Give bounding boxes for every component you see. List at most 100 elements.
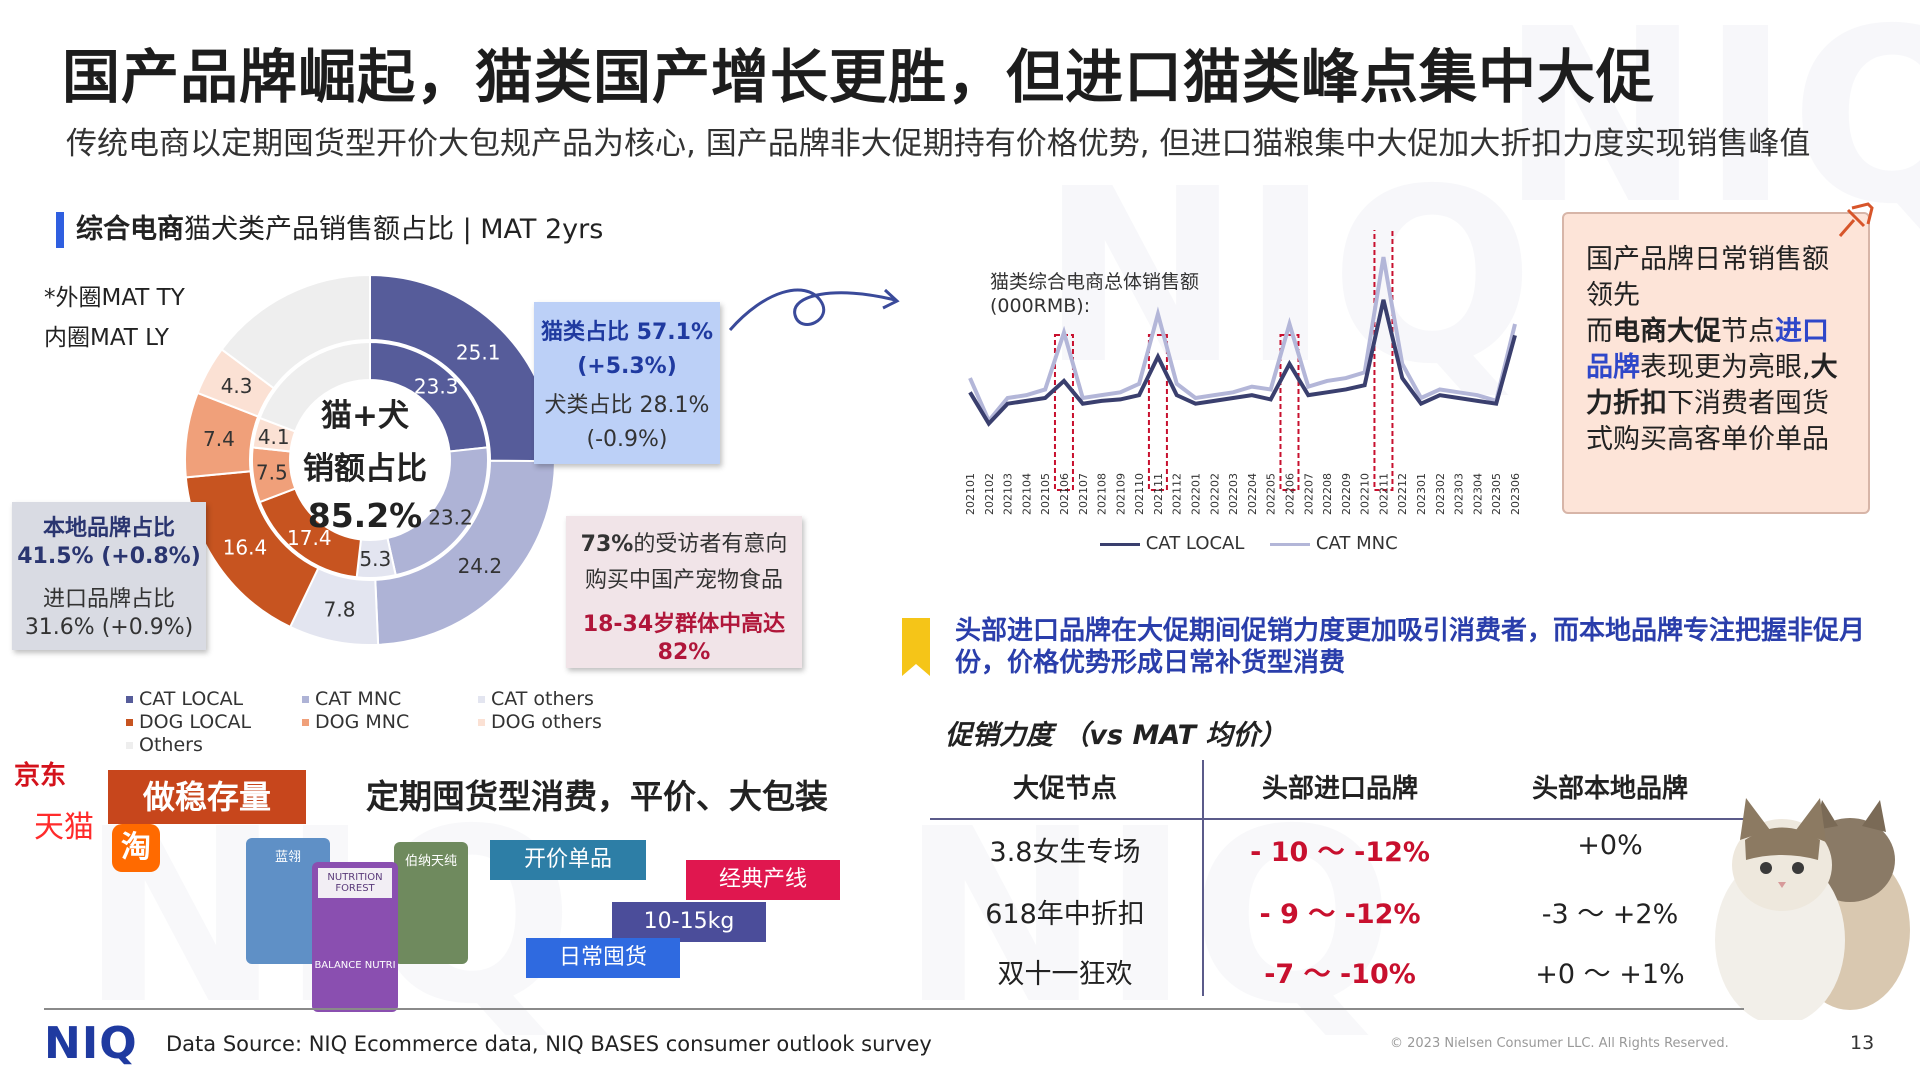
cat-share-l2: (+5.3%): [577, 354, 677, 379]
survey-l1-bold: 73%: [580, 532, 634, 557]
survey-l4: 82%: [657, 640, 711, 665]
legend-line-cat-local-swatch: [1100, 542, 1140, 546]
donut-chart: 25.1 24.2 7.8 16.4 7.4 4.3 23.3 23.2 5.3 17.4 7.5 4…: [184, 273, 557, 646]
x-tick-202109: 202109: [1114, 473, 1127, 515]
donut-outer-label-2: 7.8: [324, 597, 356, 621]
x-tick-202104: 202104: [1020, 473, 1033, 515]
x-tick-202110: 202110: [1133, 473, 1146, 515]
survey-l1-rest: 的受访者有意向: [633, 532, 788, 557]
section-title-rest: 猫犬类产品销售额占比 | MAT 2yrs: [184, 214, 604, 245]
x-tick-202208: 202208: [1321, 473, 1334, 515]
x-tick-202203: 202203: [1227, 473, 1240, 515]
note-outer: *外圈MAT TY: [44, 285, 185, 311]
legend-dog-local: DOG LOCAL: [126, 711, 251, 733]
donut-center-l1: 猫+犬: [321, 398, 409, 434]
x-tick-202305: 202305: [1490, 473, 1503, 515]
product-bag-2-label: NUTRITION FOREST: [318, 868, 392, 898]
table-row-3-local: +0 ～ +1%: [1535, 959, 1685, 990]
donut-outer-ring: [184, 273, 557, 646]
x-tick-202302: 202302: [1434, 473, 1447, 515]
donut-inner-label-4: 7.5: [256, 461, 288, 485]
table-row-1-node: 3.8女生专场: [989, 837, 1141, 868]
cat-share-l1: 猫类占比 57.1%: [541, 320, 713, 345]
donut-inner-label-0: 23.3: [414, 374, 459, 398]
donut-section-title: 综合电商猫犬类产品销售额占比 | MAT 2yrs: [56, 212, 603, 248]
table-row-3-node: 双十一狂欢: [997, 959, 1133, 990]
table-row-2-node: 618年中折扣: [985, 899, 1145, 930]
table-header-local: 头部本地品牌: [1531, 774, 1688, 804]
donut-outer-label-1: 24.2: [458, 554, 503, 578]
jd-logo: 京东: [14, 761, 67, 791]
x-tick-202303: 202303: [1453, 473, 1466, 515]
x-tick-202205: 202205: [1265, 473, 1278, 515]
kittens-photo: [1715, 798, 1910, 1020]
x-tick-202206: 202206: [1283, 473, 1296, 515]
legend-cat-others: CAT others: [478, 688, 594, 710]
table-row-1-import: - 10 ～ -12%: [1250, 837, 1430, 868]
bookmark-icon: [902, 618, 930, 676]
copyright: © 2023 Nielsen Consumer LLC. All Rights …: [1390, 1036, 1729, 1051]
bottom-title: 定期囤货型消费，平价、大包装: [366, 777, 828, 816]
donut-outer-label-4: 7.4: [203, 427, 235, 451]
line-series: [968, 256, 1517, 427]
pin-icon: [1838, 202, 1874, 237]
table-col-rule-1: [1202, 760, 1204, 996]
promo-headline: 头部进口品牌在大促期间促销力度更加吸引消费者，而本地品牌专注把握非促月份，价格优…: [955, 616, 1866, 678]
tag-entry-item: 开价单品: [490, 840, 646, 880]
legend-dog-mnc: DOG MNC: [302, 711, 409, 733]
line-cat-local: [968, 299, 1517, 427]
brand-share-l3: 进口品牌占比: [42, 587, 175, 612]
x-tick-202207: 202207: [1302, 473, 1315, 515]
line-chart: 202101 202102 202103 202104 202105 202106 2021…: [964, 230, 1522, 515]
product-bag-3: 伯纳天纯: [394, 842, 468, 964]
peak-highlights: [1053, 230, 1394, 491]
brand-share-box: 本地品牌占比 41.5% (+0.8%) 进口品牌占比 31.6% (+0.9%…: [12, 502, 206, 650]
x-tick-202101: 202101: [964, 473, 977, 515]
brand-share-l2: 41.5% (+0.8%): [17, 544, 201, 569]
tag-main: 做稳存量: [108, 770, 306, 824]
line-legend: CAT LOCAL CAT MNC: [1100, 533, 1398, 554]
line-chart-title: 猫类综合电商总体销售额 (000RMB):: [990, 270, 1199, 318]
donut-center: 猫+犬 销额占比 85.2%: [290, 390, 440, 535]
legend-cat-mnc: CAT MNC: [302, 688, 401, 710]
note-inner: 内圈MAT LY: [44, 325, 169, 351]
x-tick-202201: 202201: [1190, 473, 1203, 515]
donut-inner-label-1: 23.2: [428, 506, 473, 530]
survey-l2: 购买中国产宠物食品: [584, 568, 783, 593]
x-tick-202306: 202306: [1509, 473, 1522, 515]
x-tick-202108: 202108: [1096, 473, 1109, 515]
line-cat-mnc: [968, 256, 1517, 425]
page-title: 国产品牌崛起，猫类国产增长更胜，但进口猫类峰点集中大促: [62, 43, 1656, 111]
donut-outer-slice-cat-mnc: [374, 459, 557, 646]
x-tick-202106: 202106: [1058, 473, 1071, 515]
donut-outer-label-0: 25.1: [456, 341, 501, 365]
x-tick-202211: 202211: [1377, 473, 1390, 515]
x-tick-202111: 202111: [1152, 473, 1165, 515]
peach-l2c: 节点: [1721, 316, 1775, 347]
tag-classic-line: 经典产线: [686, 860, 840, 900]
brand-share-l1: 本地品牌占比: [42, 516, 175, 541]
table-header-import: 头部进口品牌: [1261, 774, 1418, 804]
peak-highlight-202111: [1147, 334, 1168, 491]
x-tick-202102: 202102: [983, 473, 996, 515]
survey-l3: 18-34岁群体中高达: [582, 612, 786, 637]
product-bag-2: NUTRITION FOREST BALANCE NUTRI: [312, 862, 398, 1012]
peach-l3a: 大力折扣: [1586, 352, 1838, 419]
curly-arrow-icon: [728, 288, 900, 331]
donut-center-l3: 85.2%: [307, 496, 423, 535]
donut-outer-label-3: 16.4: [223, 535, 268, 559]
page-number: 13: [1850, 1032, 1875, 1054]
cat-share-l3: 犬类占比 28.1%: [544, 393, 710, 418]
brand-share-l4: 31.6% (+0.9%): [24, 615, 194, 640]
cat-share-box: 猫类占比 57.1% (+5.3%) 犬类占比 28.1% (-0.9%): [534, 302, 720, 464]
promo-label: 促销力度 （vs MAT 均价）: [945, 720, 1287, 751]
x-tick-202304: 202304: [1471, 473, 1484, 515]
donut-inner-ring: [251, 340, 489, 579]
line-chart-ylabel: (000RMB):: [990, 295, 1091, 317]
tag-size: 10-15kg: [612, 902, 766, 942]
donut-inner-slice-others: [258, 340, 371, 433]
x-tick-202209: 202209: [1340, 473, 1353, 515]
cat-share-l4: (-0.9%): [586, 427, 668, 452]
x-tick-202107: 202107: [1077, 473, 1090, 515]
donut-outer-slice-others: [220, 273, 371, 390]
